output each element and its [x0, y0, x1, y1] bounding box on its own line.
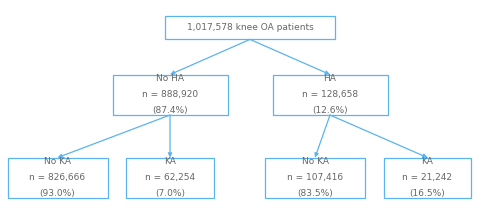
Text: n = 62,254: n = 62,254: [145, 173, 195, 182]
Text: No KA: No KA: [44, 157, 71, 166]
FancyBboxPatch shape: [272, 75, 388, 115]
Text: n = 128,658: n = 128,658: [302, 90, 358, 99]
Text: (12.6%): (12.6%): [312, 106, 348, 115]
Text: No KA: No KA: [302, 157, 328, 166]
FancyBboxPatch shape: [8, 158, 108, 198]
Text: (83.5%): (83.5%): [297, 189, 333, 198]
Text: n = 107,416: n = 107,416: [287, 173, 343, 182]
FancyBboxPatch shape: [112, 75, 228, 115]
Text: (7.0%): (7.0%): [155, 189, 185, 198]
Text: KA: KA: [164, 157, 176, 166]
Text: KA: KA: [422, 157, 434, 166]
Text: n = 826,666: n = 826,666: [30, 173, 86, 182]
FancyBboxPatch shape: [126, 158, 214, 198]
Text: (93.0%): (93.0%): [40, 189, 76, 198]
FancyBboxPatch shape: [165, 16, 335, 39]
Text: (16.5%): (16.5%): [410, 189, 446, 198]
Text: 1,017,578 knee OA patients: 1,017,578 knee OA patients: [186, 23, 314, 32]
Text: n = 888,920: n = 888,920: [142, 90, 198, 99]
Text: n = 21,242: n = 21,242: [402, 173, 452, 182]
Text: No HA: No HA: [156, 74, 184, 83]
Text: HA: HA: [324, 74, 336, 83]
Text: (87.4%): (87.4%): [152, 106, 188, 115]
FancyBboxPatch shape: [265, 158, 365, 198]
FancyBboxPatch shape: [384, 158, 471, 198]
